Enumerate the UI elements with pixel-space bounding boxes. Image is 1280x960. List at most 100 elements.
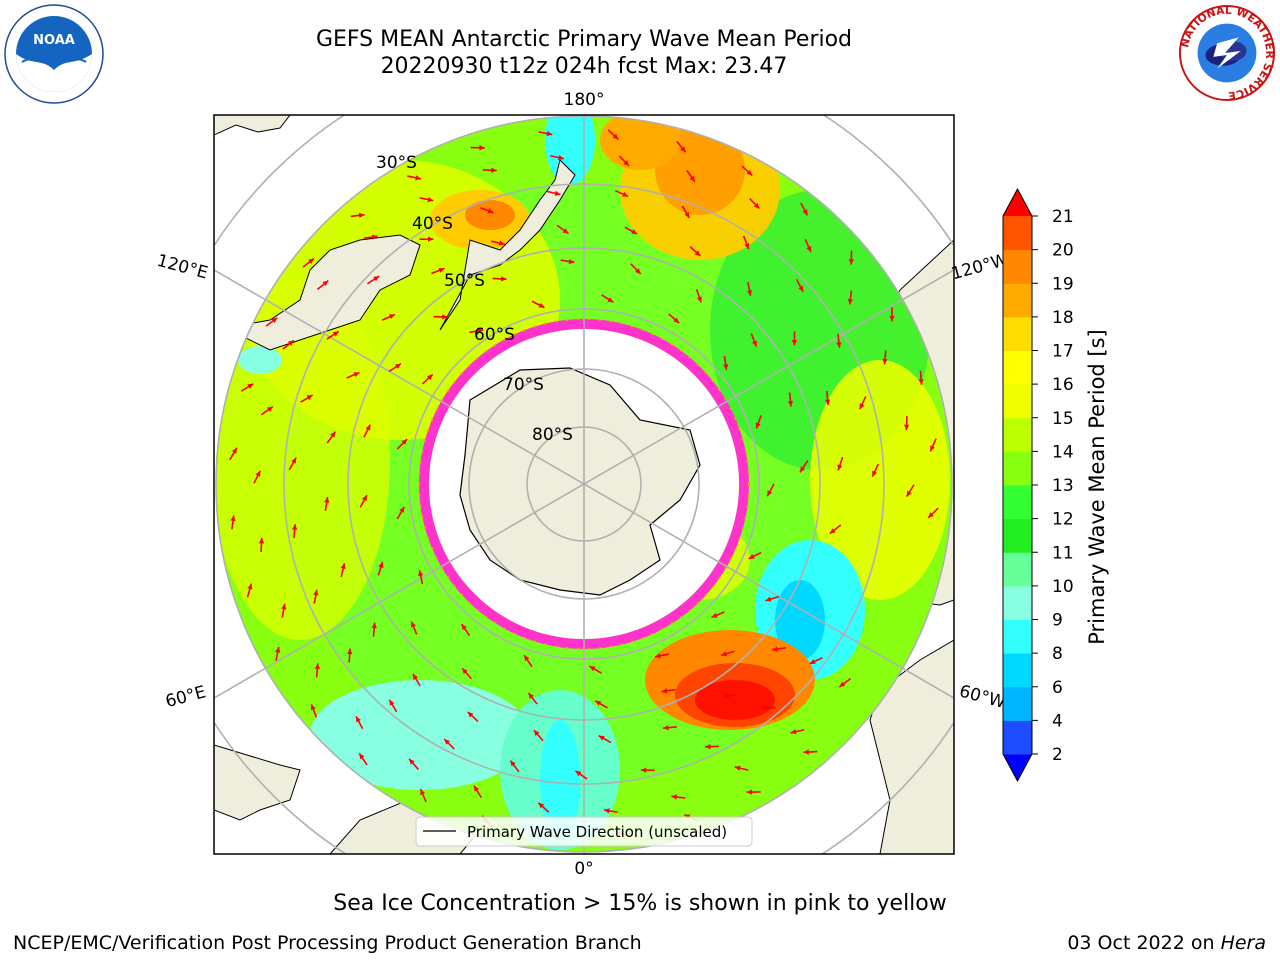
lat-label-70s: 70°S: [503, 375, 544, 395]
wave-direction-arrowhead: [635, 268, 641, 274]
colorbar-segment: [1003, 350, 1032, 385]
colorbar-tick-label: 14: [1052, 442, 1074, 462]
wave-direction-arrowhead: [415, 175, 422, 181]
wave-direction-arrowhead: [673, 317, 680, 324]
wave-direction-arrowhead: [689, 175, 695, 182]
wave-direction-arrowhead: [607, 297, 614, 303]
wave-direction-arrowhead: [589, 666, 596, 672]
wave-direction-arrowhead: [533, 730, 540, 736]
wave-direction-arrowhead: [371, 622, 377, 629]
wave-direction-arrowhead: [230, 515, 236, 522]
wave-direction-arrowhead: [839, 681, 846, 687]
wave-direction-arrowhead: [401, 439, 408, 445]
lat-label-80s: 80°S: [532, 425, 573, 445]
wave-direction-arrowhead: [524, 655, 530, 662]
wave-direction-arrowhead: [501, 276, 507, 282]
colorbar-segment: [1003, 619, 1032, 654]
lat-label-60s: 60°S: [474, 325, 515, 345]
wave-direction-arrowhead: [791, 339, 798, 346]
wave-direction-arrowhead: [906, 490, 912, 497]
colorbar-segment: [1003, 720, 1032, 755]
wave-direction-arrowhead: [752, 340, 757, 347]
sea-ice-caption: Sea Ice Concentration > 15% is shown in …: [333, 891, 947, 916]
lon-label-60e: 60°E: [163, 682, 208, 712]
wave-direction-arrowhead: [787, 400, 794, 407]
wave-direction-arrowhead: [362, 495, 367, 502]
wave-direction-arrowhead: [412, 673, 418, 680]
organization-footer: NCEP/EMC/Verification Post Processing Pr…: [13, 932, 642, 954]
colorbar-segment: [1003, 451, 1032, 486]
lon-label-0: 0°: [574, 859, 593, 879]
wave-direction-arrowhead: [332, 331, 339, 337]
wave-direction-arrowhead: [538, 802, 545, 809]
wave-direction-arrowhead: [623, 160, 629, 166]
colorbar-extend-high: [1003, 189, 1032, 216]
wave-direction-arrowhead: [848, 259, 854, 265]
wave-direction-arrowhead: [510, 760, 516, 767]
lat-label-40s: 40°S: [412, 214, 453, 234]
wave-direction-arrowhead: [872, 470, 877, 477]
wave-direction-arrowhead: [394, 363, 401, 369]
wave-direction-arrowhead: [442, 314, 448, 320]
map-frame: [213, 114, 955, 855]
wave-direction-arrowhead: [798, 285, 804, 292]
wave-direction-arrowhead: [631, 229, 638, 235]
wave-direction-arrowhead: [479, 145, 485, 151]
wave-direction-arrowhead: [428, 236, 434, 242]
wave-direction-arrowhead: [461, 624, 467, 630]
wave-direction-arrowhead: [684, 211, 690, 218]
wave-direction-arrowhead: [330, 431, 336, 438]
lat-label-30s: 30°S: [376, 153, 417, 173]
wave-direction-arrowhead: [291, 457, 297, 464]
wave-direction-arrowhead: [806, 246, 812, 253]
wave-direction-arrowhead: [734, 765, 741, 771]
graticule: [214, 115, 954, 854]
colorbar-segment: [1003, 585, 1032, 620]
wave-direction-arrowhead: [612, 133, 619, 140]
wave-direction-arrowhead: [538, 302, 545, 308]
wave-direction-arrowhead: [491, 167, 497, 173]
colorbar-tick-label: 16: [1052, 375, 1074, 395]
colorbar-tick-label: 2: [1052, 745, 1063, 765]
wave-direction-arrowhead: [558, 155, 564, 161]
colorbar-segment: [1003, 216, 1032, 251]
colorbar-tick-label: 12: [1052, 510, 1074, 530]
wave-direction-arrowhead: [292, 524, 298, 530]
national-weather-service-logo-icon: NATIONAL WEATHER SERVICE: [1178, 4, 1276, 102]
wave-direction-arrowhead: [803, 749, 809, 755]
colorbar-segment: [1003, 249, 1032, 284]
wave-direction-arrowhead: [755, 422, 761, 429]
colorbar-extend-low: [1003, 754, 1032, 781]
wave-direction-arrowhead: [721, 651, 728, 657]
wave-direction-arrowhead: [438, 267, 445, 273]
date-footer: 03 Oct 2022 on Hera: [1067, 932, 1266, 954]
wave-direction-arrowhead: [409, 758, 415, 765]
wave-direction-arrowhead: [753, 202, 760, 209]
wave-direction-arrowhead: [918, 379, 924, 385]
lon-label-60w: 60°W: [957, 681, 1008, 713]
wave-direction-arrowhead: [603, 808, 610, 814]
wave-direction-arrowhead: [231, 447, 237, 454]
noaa-logo-icon: NOAA: [4, 4, 104, 104]
wave-direction-arrowhead: [498, 240, 505, 246]
colorbar-tick-label: 10: [1052, 577, 1074, 597]
colorbar-segment: [1003, 485, 1032, 520]
wave-direction-arrowhead: [359, 753, 365, 760]
wave-direction-arrowhead: [568, 258, 575, 265]
wave-direction-arrowhead: [722, 693, 729, 699]
wave-direction-arrowhead: [746, 290, 753, 296]
wave-direction-arrowhead: [487, 208, 494, 214]
wave-direction-arrowhead: [411, 621, 416, 628]
colorbar-tick-label: 8: [1052, 644, 1063, 664]
wave-direction-arrowhead: [313, 589, 319, 596]
wave-direction-arrowhead: [281, 603, 287, 610]
wave-direction-arrowhead: [694, 250, 701, 257]
colorbar-segment: [1003, 653, 1032, 688]
wave-direction-arrowhead: [258, 537, 265, 544]
colorbar-segment: [1003, 384, 1032, 419]
wave-direction-arrowhead: [378, 562, 384, 568]
colorbar-segment: [1003, 552, 1032, 587]
wave-direction-arrowhead: [654, 653, 661, 659]
wave-direction-arrowhead: [809, 659, 816, 664]
